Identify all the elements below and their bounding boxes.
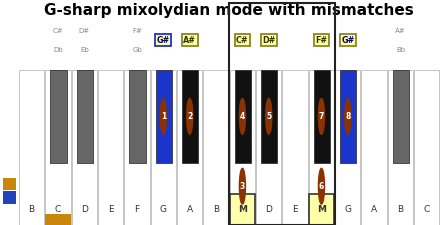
Bar xyxy=(309,70,334,225)
Text: 2: 2 xyxy=(187,112,192,121)
Text: G: G xyxy=(160,205,167,214)
Bar xyxy=(45,70,71,225)
Circle shape xyxy=(239,99,246,134)
Text: 6: 6 xyxy=(319,182,324,191)
Circle shape xyxy=(187,99,193,134)
Bar xyxy=(98,70,123,225)
Circle shape xyxy=(345,99,351,134)
Bar xyxy=(3,191,16,204)
Bar xyxy=(362,70,387,225)
Bar xyxy=(203,70,229,225)
Text: G#: G# xyxy=(341,36,354,45)
Text: basicmusictheory.com: basicmusictheory.com xyxy=(7,90,11,135)
Bar xyxy=(230,194,255,225)
Bar xyxy=(314,70,330,163)
Bar xyxy=(50,70,67,163)
Bar xyxy=(230,70,255,225)
Text: 7: 7 xyxy=(319,112,324,121)
Text: C: C xyxy=(55,205,61,214)
Text: D#: D# xyxy=(79,28,90,34)
Bar xyxy=(229,3,334,225)
Text: C#: C# xyxy=(53,28,63,34)
Bar xyxy=(45,214,71,225)
Text: 8: 8 xyxy=(345,112,351,121)
Text: G#: G# xyxy=(157,36,170,45)
Text: M: M xyxy=(238,205,247,214)
Bar xyxy=(177,70,202,225)
Circle shape xyxy=(266,99,272,134)
Bar xyxy=(388,70,413,225)
Bar xyxy=(335,70,360,225)
Bar xyxy=(256,70,282,225)
Text: G: G xyxy=(344,205,351,214)
Text: M: M xyxy=(317,205,326,214)
Text: D: D xyxy=(81,205,88,214)
Bar xyxy=(125,70,150,225)
Bar xyxy=(77,70,93,163)
Text: A#: A# xyxy=(395,28,406,34)
Text: E: E xyxy=(292,205,298,214)
Text: Eb: Eb xyxy=(80,47,89,53)
Bar xyxy=(282,70,308,225)
Text: D: D xyxy=(265,205,272,214)
Text: D#: D# xyxy=(262,36,275,45)
Text: A#: A# xyxy=(183,36,196,45)
Text: 1: 1 xyxy=(161,112,166,121)
Bar xyxy=(309,194,334,225)
Text: B: B xyxy=(29,205,35,214)
Text: C: C xyxy=(424,205,430,214)
Bar xyxy=(182,70,198,163)
Text: B: B xyxy=(213,205,219,214)
Bar xyxy=(414,70,440,225)
Text: 4: 4 xyxy=(240,112,245,121)
Bar xyxy=(19,70,44,225)
Text: E: E xyxy=(108,205,114,214)
Text: Bb: Bb xyxy=(396,47,405,53)
Text: F#: F# xyxy=(132,28,142,34)
Text: F: F xyxy=(135,205,139,214)
Circle shape xyxy=(319,168,324,204)
Bar xyxy=(129,70,146,163)
Text: Gb: Gb xyxy=(132,47,142,53)
Circle shape xyxy=(319,99,324,134)
Bar xyxy=(151,70,176,225)
Bar xyxy=(235,70,251,163)
Text: 3: 3 xyxy=(240,182,245,191)
Circle shape xyxy=(160,99,166,134)
Bar xyxy=(72,70,97,225)
Bar xyxy=(3,178,16,190)
Text: B: B xyxy=(397,205,403,214)
Text: F#: F# xyxy=(315,36,327,45)
Circle shape xyxy=(239,168,246,204)
Text: G-sharp mixolydian mode with mismatches: G-sharp mixolydian mode with mismatches xyxy=(44,3,414,18)
Bar xyxy=(261,70,278,163)
Bar xyxy=(340,70,356,163)
Text: A: A xyxy=(187,205,193,214)
Text: 5: 5 xyxy=(266,112,271,121)
Bar xyxy=(393,70,409,163)
Bar xyxy=(156,70,172,163)
Text: A: A xyxy=(371,205,377,214)
Text: Db: Db xyxy=(53,47,63,53)
Text: C#: C# xyxy=(236,36,249,45)
